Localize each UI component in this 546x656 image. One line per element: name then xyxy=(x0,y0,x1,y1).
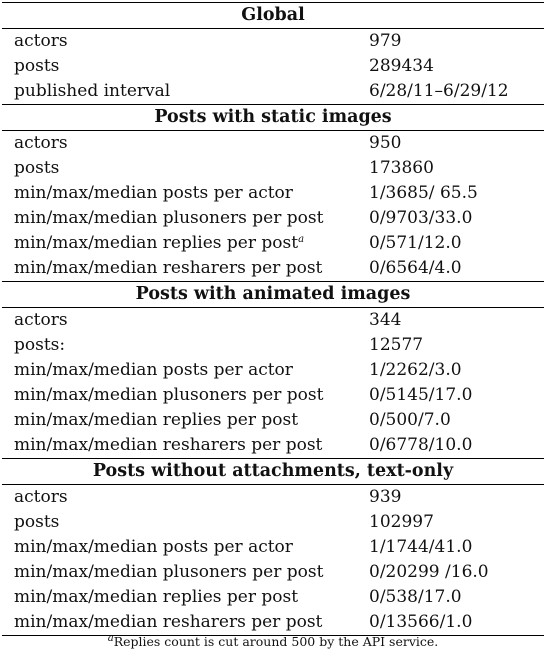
row-label-cell: min/max/median plusoners per post xyxy=(2,206,357,231)
row-label: actors xyxy=(14,487,68,507)
row-value: 344 xyxy=(369,310,402,330)
row-label-cell: min/max/median replies per post xyxy=(2,585,357,610)
table-row: actors 950 xyxy=(2,131,544,157)
section-title: Posts with animated images xyxy=(2,281,544,308)
row-value: 1/2262/3.0 xyxy=(369,360,462,380)
table-row: min/max/median posts per actor 1/2262/3.0 xyxy=(2,358,544,383)
section-header-row: Global xyxy=(2,2,544,29)
row-label-cell: actors xyxy=(2,308,357,334)
row-label: actors xyxy=(14,310,68,330)
row-label: posts xyxy=(14,56,60,76)
row-label-cell: min/max/median replies per posta xyxy=(2,231,357,256)
row-value: 6/28/11–6/29/12 xyxy=(369,81,509,101)
row-label: posts xyxy=(14,512,60,532)
table-row: min/max/median replies per post 0/500/7.0 xyxy=(2,408,544,433)
row-label-cell: min/max/median posts per actor xyxy=(2,358,357,383)
row-label-cell: published interval xyxy=(2,79,357,105)
table-row: min/max/median posts per actor 1/1744/41.… xyxy=(2,535,544,560)
row-value: 0/5145/17.0 xyxy=(369,385,473,405)
row-label-cell: min/max/median posts per actor xyxy=(2,535,357,560)
footnote: aReplies count is cut around 500 by the … xyxy=(0,633,546,651)
table-row: published interval 6/28/11–6/29/12 xyxy=(2,79,544,105)
row-value: 173860 xyxy=(369,158,434,178)
row-label: posts: xyxy=(14,335,66,355)
row-label: posts xyxy=(14,158,60,178)
row-value: 0/571/12.0 xyxy=(369,233,462,253)
row-label: min/max/median resharers per post xyxy=(14,435,323,455)
table-row: min/max/median replies per posta 0/571/12… xyxy=(2,231,544,256)
row-label-cell: min/max/median plusoners per post xyxy=(2,560,357,585)
table-row: min/max/median plusoners per post 0/9703/… xyxy=(2,206,544,231)
table-row: posts 173860 xyxy=(2,156,544,181)
footnote-text: Replies count is cut around 500 by the A… xyxy=(113,634,439,649)
row-label: min/max/median replies per post xyxy=(14,410,299,430)
row-label: published interval xyxy=(14,81,171,101)
section-header-row: Posts without attachments, text-only xyxy=(2,458,544,485)
table-row: min/max/median resharers per post 0/6564/… xyxy=(2,256,544,282)
table-row: min/max/median resharers per post 0/13566… xyxy=(2,610,544,636)
row-label-cell: actors xyxy=(2,485,357,511)
row-value: 0/13566/1.0 xyxy=(357,610,544,636)
row-label-cell: posts xyxy=(2,510,357,535)
table-row: posts 289434 xyxy=(2,54,544,79)
row-label: min/max/median plusoners per post xyxy=(14,208,324,228)
row-label: actors xyxy=(14,133,68,153)
table-body: Global actors 979 posts 289434 published inte… xyxy=(2,2,544,636)
row-value: 0/9703/33.0 xyxy=(369,208,473,228)
row-value: 1/3685/ 65.5 xyxy=(369,183,478,203)
row-label-cell: min/max/median replies per post xyxy=(2,408,357,433)
row-value: 0/6778/10.0 xyxy=(369,435,473,455)
row-value: 102997 xyxy=(369,512,434,532)
section-title: Posts without attachments, text-only xyxy=(2,458,544,485)
table-row: min/max/median resharers per post 0/6778/… xyxy=(2,433,544,459)
table-row: min/max/median posts per actor 1/3685/ 65… xyxy=(2,181,544,206)
footnote-mark: a xyxy=(107,633,114,644)
row-value: 979 xyxy=(369,31,402,51)
table-row: actors 979 xyxy=(2,29,544,55)
table-row: posts: 12577 xyxy=(2,333,544,358)
row-label: min/max/median replies per post xyxy=(14,233,299,253)
row-label: actors xyxy=(14,31,68,51)
row-label-cell: posts xyxy=(2,54,357,79)
row-value: 939 xyxy=(369,487,402,507)
row-label-cell: min/max/median resharers per post xyxy=(2,433,357,459)
row-label-cell: min/max/median posts per actor xyxy=(2,181,357,206)
table-row: actors 344 xyxy=(2,308,544,334)
row-label: min/max/median plusoners per post xyxy=(14,562,324,582)
footnote-reference: a xyxy=(298,234,305,245)
row-label: min/max/median posts per actor xyxy=(14,360,293,380)
section-header-row: Posts with static images xyxy=(2,104,544,131)
section-title: Global xyxy=(2,2,544,29)
row-label: min/max/median posts per actor xyxy=(14,537,293,557)
section-header-row: Posts with animated images xyxy=(2,281,544,308)
row-value: 1/1744/41.0 xyxy=(369,537,473,557)
row-label-cell: actors xyxy=(2,29,357,55)
table-row: actors 939 xyxy=(2,485,544,511)
row-label: min/max/median posts per actor xyxy=(14,183,293,203)
row-value: 0/6564/4.0 xyxy=(369,258,462,278)
section-title: Posts with static images xyxy=(2,104,544,131)
row-value: 950 xyxy=(369,133,402,153)
row-label-cell: min/max/median resharers per post xyxy=(2,610,357,636)
table-row: min/max/median plusoners per post 0/5145/… xyxy=(2,383,544,408)
row-label-cell: min/max/median resharers per post xyxy=(2,256,357,282)
row-label: min/max/median plusoners per post xyxy=(14,385,324,405)
table-row: min/max/median replies per post 0/538/17.… xyxy=(2,585,544,610)
row-label: min/max/median resharers per post xyxy=(14,258,323,278)
row-label-cell: min/max/median plusoners per post xyxy=(2,383,357,408)
row-label-cell: actors xyxy=(2,131,357,157)
table-row: posts 102997 xyxy=(2,510,544,535)
statistics-table: Global actors 979 posts 289434 published inte… xyxy=(2,2,544,636)
row-value: 0/20299 /16.0 xyxy=(369,562,489,582)
row-value: 12577 xyxy=(369,335,424,355)
row-value: 289434 xyxy=(369,56,434,76)
row-label-cell: posts xyxy=(2,156,357,181)
row-value: 0/500/7.0 xyxy=(369,410,451,430)
row-label: min/max/median resharers per post xyxy=(14,612,323,632)
row-label: min/max/median replies per post xyxy=(14,587,299,607)
row-label-cell: posts: xyxy=(2,333,357,358)
table-row: min/max/median plusoners per post 0/20299… xyxy=(2,560,544,585)
row-value: 0/538/17.0 xyxy=(369,587,462,607)
